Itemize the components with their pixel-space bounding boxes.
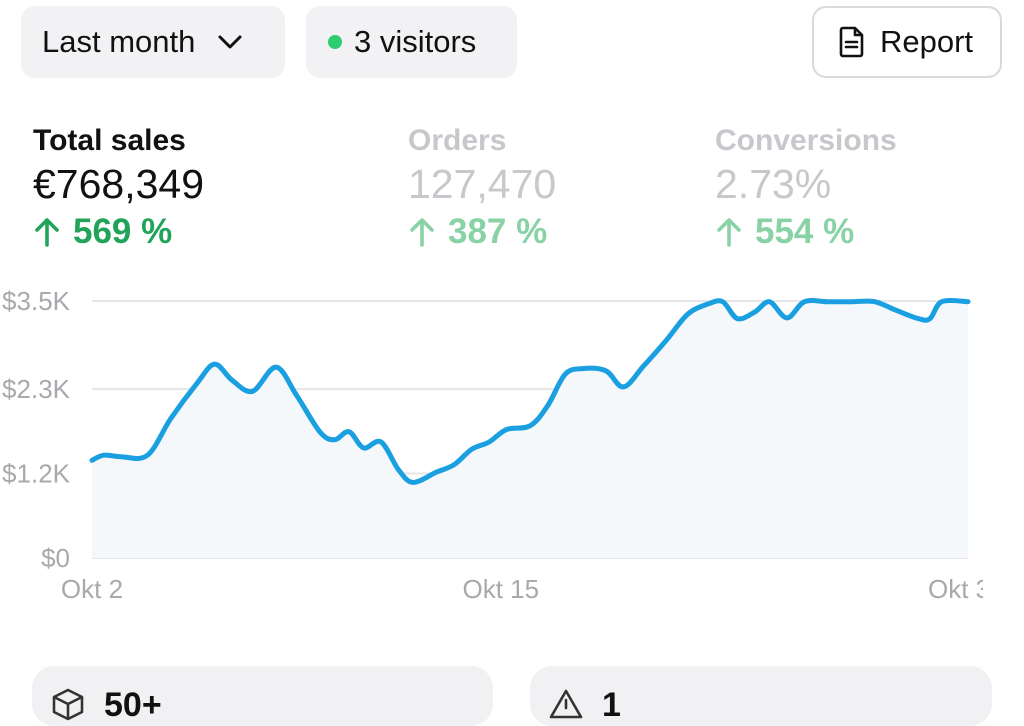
series-line: [89, 297, 971, 485]
chart-line-layer: [89, 297, 971, 485]
report-label: Report: [880, 24, 974, 59]
metric-conversions[interactable]: Conversions 2.73% 554 %: [715, 122, 897, 256]
metric-value: €768,349: [33, 161, 205, 207]
chart-area-fill: [92, 300, 968, 558]
x-axis-labels: Okt 2 Okt 15 Okt 31: [61, 574, 1005, 604]
stat-card-products[interactable]: 50+: [32, 666, 493, 726]
stat-card-value: 50+: [104, 686, 162, 724]
metric-orders[interactable]: Orders 127,470 387 %: [408, 122, 556, 256]
warning-icon: [549, 689, 583, 719]
chevron-down-icon: [218, 35, 242, 49]
y-tick-label: $2.3K: [2, 374, 71, 404]
chart-area: [92, 300, 968, 558]
metric-label: Conversions: [715, 124, 897, 157]
metric-value: 2.73%: [715, 161, 832, 207]
y-tick-label: $1.2K: [2, 459, 71, 489]
visitors-count: 3 visitors: [354, 24, 477, 59]
arrow-up-icon: [35, 218, 59, 247]
metric-change-value: 387 %: [448, 212, 548, 251]
metric-value: 127,470: [408, 161, 557, 207]
document-icon: [839, 26, 864, 58]
y-axis-labels: $0 $1.2K $2.3K $3.5K: [2, 286, 71, 573]
date-range-selector[interactable]: Last month: [21, 6, 285, 78]
date-range-label: Last month: [42, 24, 196, 59]
report-button[interactable]: Report: [812, 6, 1002, 78]
arrow-up-icon: [410, 218, 434, 247]
stat-card-alerts[interactable]: 1: [530, 666, 992, 726]
metric-change-value: 569 %: [73, 212, 173, 251]
x-tick-label: Okt 2: [61, 574, 123, 604]
live-dot-icon: [328, 35, 342, 49]
metric-change: 569 %: [33, 208, 204, 256]
box-icon: [52, 688, 84, 721]
sales-chart[interactable]: $0 $1.2K $2.3K $3.5K Okt 2 Okt 15 Okt 31: [0, 280, 1024, 610]
live-visitors-badge[interactable]: 3 visitors: [306, 6, 517, 78]
y-tick-label: $3.5K: [2, 286, 71, 316]
arrow-up-icon: [717, 218, 741, 247]
y-tick-label: $0: [41, 543, 70, 573]
metric-change-value: 554 %: [755, 212, 855, 251]
metric-label: Orders: [408, 124, 507, 157]
stat-card-value: 1: [602, 686, 621, 724]
x-tick-label: Okt 31: [928, 574, 1005, 604]
metric-label: Total sales: [33, 124, 186, 157]
metric-change: 387 %: [408, 208, 556, 256]
metric-change: 554 %: [715, 208, 897, 256]
metric-total-sales[interactable]: Total sales €768,349 569 %: [33, 122, 204, 256]
x-tick-label: Okt 15: [463, 574, 540, 604]
